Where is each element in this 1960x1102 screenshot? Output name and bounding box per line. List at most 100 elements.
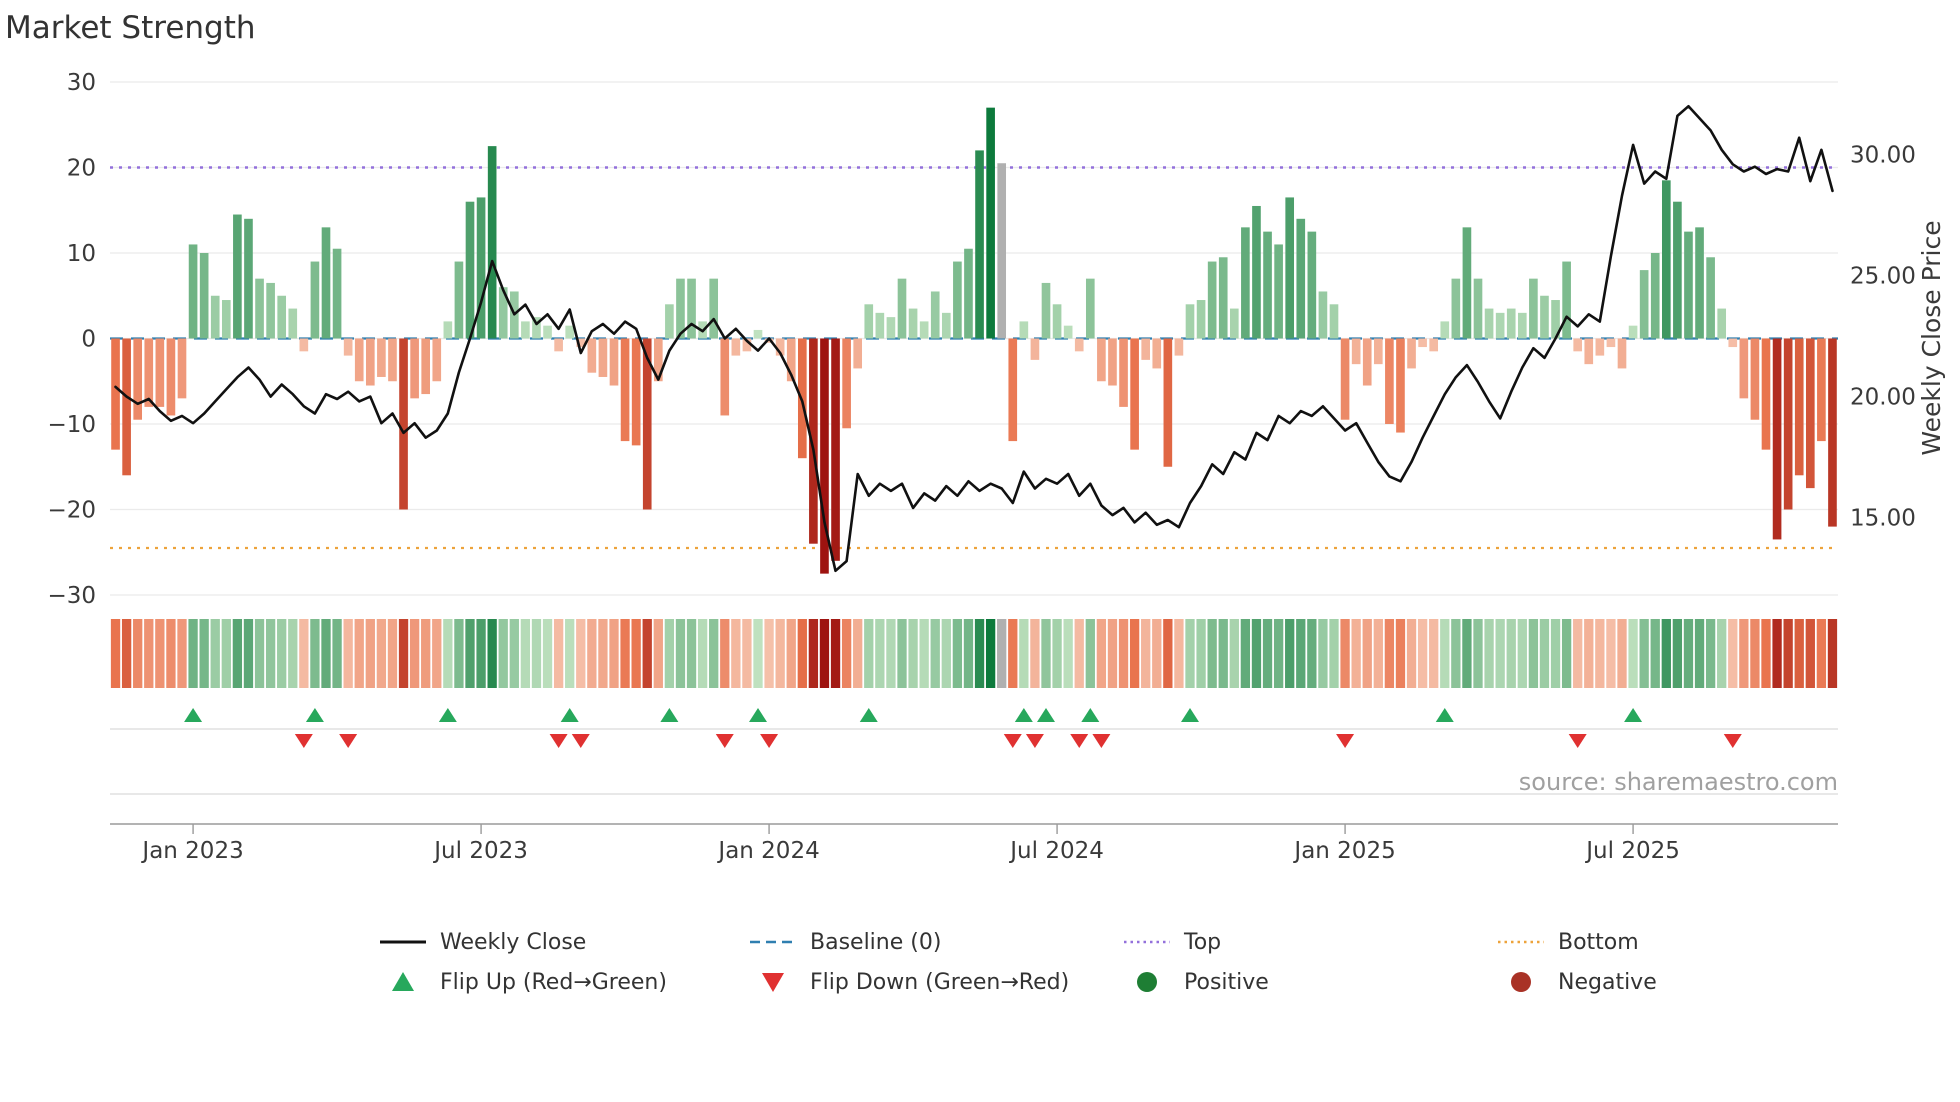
heatmap-cell (1019, 619, 1029, 688)
strength-bar (532, 317, 541, 339)
flip-down-marker (549, 734, 568, 748)
right-axis-tick-label: 25.00 (1850, 264, 1916, 290)
strength-bar (897, 278, 907, 339)
heatmap-cell (1129, 619, 1140, 688)
strength-bar (432, 338, 442, 382)
strength-bar (598, 338, 608, 377)
strength-bar (842, 338, 851, 429)
heatmap-cell (786, 619, 796, 688)
heatmap-cell (1395, 619, 1406, 688)
heatmap-cell (1717, 619, 1727, 688)
strength-bar (941, 312, 951, 339)
heatmap-cell (764, 619, 774, 688)
heatmap-cell (819, 619, 830, 688)
strength-bar (1285, 197, 1295, 339)
strength-bar (1794, 338, 1804, 476)
strength-bar (365, 338, 375, 386)
strength-bar (975, 150, 984, 339)
strength-bar (1706, 257, 1715, 339)
legend-item-bottom: Bottom (1496, 928, 1639, 956)
heatmap-cell (1440, 619, 1450, 688)
heatmap-cell (310, 619, 320, 688)
flip-down-marker (339, 734, 358, 748)
legend-swatch-shape (762, 973, 784, 992)
heatmap-cell (974, 619, 985, 688)
heatmap-cell (653, 619, 663, 688)
strength-bar (1462, 227, 1472, 339)
heatmap-cell (919, 619, 929, 688)
strength-bar (1661, 180, 1671, 339)
strength-bar (620, 338, 630, 442)
heatmap-cell (1606, 619, 1616, 688)
legend-dot-icon (1511, 972, 1531, 992)
strength-bar (1673, 201, 1682, 339)
heatmap-cell (421, 619, 431, 688)
heatmap-cell (144, 619, 154, 688)
flip-down-marker (571, 734, 590, 748)
heatmap-cell (1417, 619, 1428, 688)
heatmap-cell (1362, 619, 1372, 688)
strength-bar (1529, 278, 1538, 339)
strength-bar (786, 338, 796, 382)
strength-bar (454, 261, 464, 339)
strength-bar (543, 325, 552, 339)
heatmap-cell (265, 619, 276, 688)
heatmap-cell (908, 619, 918, 688)
strength-bar (1761, 338, 1771, 450)
strength-bar (476, 197, 486, 339)
strength-bar (421, 338, 431, 395)
heatmap-cell (941, 619, 951, 688)
legend-dot-icon (1137, 972, 1157, 992)
heatmap-cell (930, 619, 940, 688)
heatmap-cell (1539, 619, 1550, 688)
legend-item-flip-down-green-red: Flip Down (Green→Red) (748, 968, 1069, 996)
flip-down-marker (1092, 734, 1111, 748)
legend-dashed-icon (750, 940, 796, 944)
strength-bar (1052, 304, 1062, 339)
heatmap-cell (797, 619, 807, 688)
heatmap-cell (720, 619, 730, 688)
x-axis-tick-label: Jul 2024 (1008, 838, 1104, 864)
strength-bar (1196, 300, 1206, 339)
heatmap-cell (1451, 619, 1461, 688)
flip-up-marker (1435, 708, 1454, 722)
strength-bar (1008, 338, 1018, 442)
x-axis-tick-label: Jan 2024 (716, 838, 819, 864)
heatmap-cell (254, 619, 265, 688)
legend-item-baseline-0: Baseline (0) (748, 928, 941, 956)
strength-bar (1318, 291, 1328, 339)
strength-bar (321, 227, 331, 339)
heatmap-cell (210, 619, 220, 688)
strength-bar (1274, 244, 1283, 339)
strength-bar (111, 338, 120, 450)
strength-bar (1362, 338, 1372, 386)
heatmap-cell (576, 619, 586, 688)
strength-bar (1783, 338, 1793, 510)
left-axis-tick-label: 0 (81, 327, 96, 353)
flip-down-marker (1723, 734, 1742, 748)
strength-bar (1229, 308, 1239, 339)
flip-up-marker (749, 708, 767, 722)
heatmap-cell (1285, 619, 1295, 688)
strength-bar (1506, 308, 1516, 339)
weekly-close-line (114, 104, 1834, 573)
heatmap-cell (1251, 619, 1262, 688)
heatmap-cell (321, 619, 331, 688)
heatmap-cell (1584, 619, 1594, 688)
heatmap-cell (1074, 619, 1084, 688)
strength-bar (288, 308, 298, 339)
strength-bar (521, 321, 530, 339)
heatmap-cell (1218, 619, 1228, 688)
flip-up-marker (184, 708, 203, 722)
heatmap-cell (897, 619, 907, 688)
strength-bar (166, 338, 176, 416)
strength-bar (310, 261, 320, 339)
heatmap-cell (509, 619, 519, 688)
strength-bar (1163, 338, 1173, 467)
strength-bar (1063, 325, 1073, 339)
strength-bar (1695, 227, 1704, 339)
strength-bar (133, 338, 143, 420)
heatmap-cell (1118, 619, 1129, 688)
heatmap-cell (1063, 619, 1073, 688)
